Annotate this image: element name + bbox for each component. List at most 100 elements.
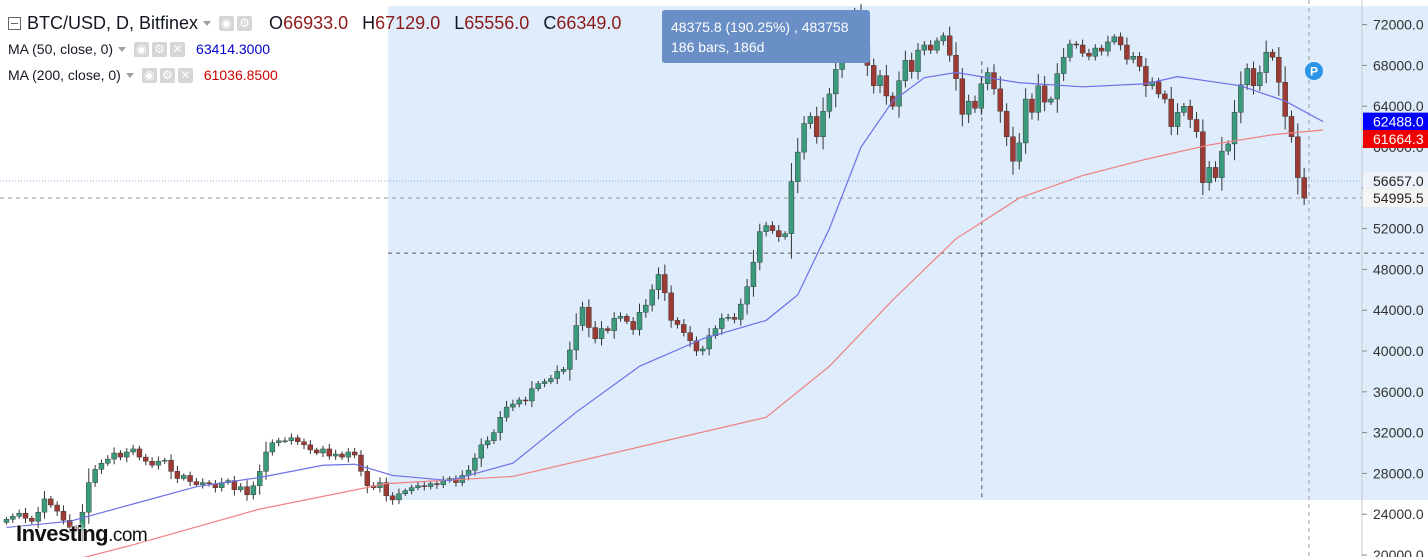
candle-up bbox=[978, 83, 985, 109]
crosshair-price-tag-bg bbox=[1363, 172, 1428, 191]
ma50-eye-icon[interactable]: ◉ bbox=[134, 41, 150, 57]
candle-down bbox=[776, 230, 782, 237]
ma200-dropdown-icon[interactable] bbox=[125, 72, 134, 78]
candle-up bbox=[1225, 143, 1231, 152]
candle-up bbox=[636, 312, 643, 330]
candle-up bbox=[1263, 51, 1269, 73]
ma200-gear-icon[interactable]: ⚙ bbox=[159, 67, 175, 83]
candle-up bbox=[826, 93, 833, 112]
candle-up bbox=[921, 44, 928, 51]
high-value: 67129.0 bbox=[375, 12, 441, 33]
candle-up bbox=[554, 371, 560, 379]
candle-up bbox=[275, 440, 282, 444]
candle-up bbox=[788, 181, 795, 234]
candle-up bbox=[617, 316, 624, 319]
candle-down bbox=[1295, 136, 1301, 178]
candle-up bbox=[1206, 167, 1212, 183]
high-label: H bbox=[362, 12, 376, 33]
candle-down bbox=[1162, 93, 1168, 100]
candle-up bbox=[440, 480, 446, 485]
candle-up bbox=[573, 325, 579, 351]
p-badge[interactable]: P bbox=[1305, 62, 1323, 80]
candle-up bbox=[535, 383, 541, 389]
y-tick-label: 52000.0 bbox=[1373, 221, 1424, 237]
candle-up bbox=[738, 303, 744, 320]
candle-down bbox=[1124, 44, 1130, 60]
close-label: C bbox=[543, 12, 557, 33]
candle-down bbox=[674, 320, 681, 325]
candle-up bbox=[124, 451, 130, 458]
candle-up bbox=[567, 349, 573, 370]
ma50-dropdown-icon[interactable] bbox=[118, 46, 127, 52]
candle-up bbox=[896, 80, 902, 107]
candle-down bbox=[364, 471, 371, 486]
candle-up bbox=[288, 437, 295, 441]
candle-down bbox=[1143, 66, 1149, 86]
ma200-value: 61036.8500 bbox=[203, 67, 278, 83]
collapse-icon[interactable] bbox=[8, 16, 21, 30]
candle-up bbox=[111, 452, 117, 460]
candle-up bbox=[795, 151, 801, 182]
candle-down bbox=[1117, 36, 1124, 46]
candle-down bbox=[48, 498, 54, 506]
p-badge-circle[interactable] bbox=[1305, 62, 1323, 80]
candle-down bbox=[1282, 82, 1288, 117]
candle-down bbox=[991, 72, 997, 90]
eye-icon[interactable]: ◉ bbox=[219, 15, 235, 31]
candle-down bbox=[383, 482, 389, 497]
ma50-close-icon[interactable]: ✕ bbox=[170, 41, 186, 57]
candle-down bbox=[927, 44, 934, 51]
candle-down bbox=[206, 482, 212, 484]
candle-up bbox=[1048, 98, 1054, 103]
candle-down bbox=[1193, 119, 1200, 132]
candle-down bbox=[358, 454, 364, 472]
candle-up bbox=[719, 318, 725, 329]
symbol-title: BTC/USD, D, Bitfinex bbox=[27, 12, 199, 33]
candle-up bbox=[10, 516, 16, 520]
ma50-gear-icon[interactable]: ⚙ bbox=[152, 41, 168, 57]
y-tick-label: 40000.0 bbox=[1373, 343, 1424, 359]
symbol-dropdown-icon[interactable] bbox=[203, 20, 212, 26]
candle-up bbox=[1105, 41, 1111, 52]
candle-up bbox=[1111, 36, 1117, 43]
y-tick-label: 72000.0 bbox=[1373, 17, 1424, 33]
candle-up bbox=[162, 459, 168, 462]
ma50-price-tag: 62488.0 bbox=[1373, 114, 1424, 130]
candle-up bbox=[877, 75, 883, 86]
candle-down bbox=[814, 116, 820, 138]
legend-symbol-row: BTC/USD, D, Bitfinex ◉ ⚙ O 66933.0 H 67129… bbox=[8, 10, 621, 36]
candle-up bbox=[807, 116, 814, 124]
candle-down bbox=[1041, 85, 1048, 103]
candle-down bbox=[1288, 116, 1295, 138]
candle-down bbox=[307, 444, 314, 451]
candle-down bbox=[60, 510, 67, 521]
candle-down bbox=[630, 321, 636, 330]
candle-down bbox=[434, 483, 440, 485]
candle-down bbox=[1155, 81, 1162, 95]
candle-down bbox=[301, 441, 307, 446]
candle-up bbox=[548, 378, 554, 382]
candle-up bbox=[1016, 142, 1022, 162]
candle-up bbox=[1054, 73, 1060, 100]
candle-down bbox=[174, 471, 181, 479]
candle-up bbox=[472, 457, 478, 471]
candle-up bbox=[130, 448, 136, 453]
candle-down bbox=[1200, 131, 1206, 183]
candle-up bbox=[415, 485, 421, 488]
candle-up bbox=[1257, 72, 1263, 87]
ma200-price-tag: 61664.3 bbox=[1373, 131, 1424, 147]
ma200-eye-icon[interactable]: ◉ bbox=[141, 67, 157, 83]
candle-up bbox=[484, 440, 491, 446]
candle-down bbox=[681, 324, 687, 333]
candle-up bbox=[541, 381, 548, 384]
candle-up bbox=[643, 304, 649, 313]
candle-up bbox=[1035, 85, 1041, 113]
logo-brand: Investing bbox=[16, 521, 109, 546]
candle-down bbox=[143, 456, 149, 462]
y-tick-label: 64000.0 bbox=[1373, 98, 1424, 114]
investing-logo: Investing.com bbox=[16, 521, 148, 547]
ma200-close-icon[interactable]: ✕ bbox=[177, 67, 193, 83]
gear-icon[interactable]: ⚙ bbox=[237, 15, 253, 31]
candles-group bbox=[3, 3, 1307, 542]
